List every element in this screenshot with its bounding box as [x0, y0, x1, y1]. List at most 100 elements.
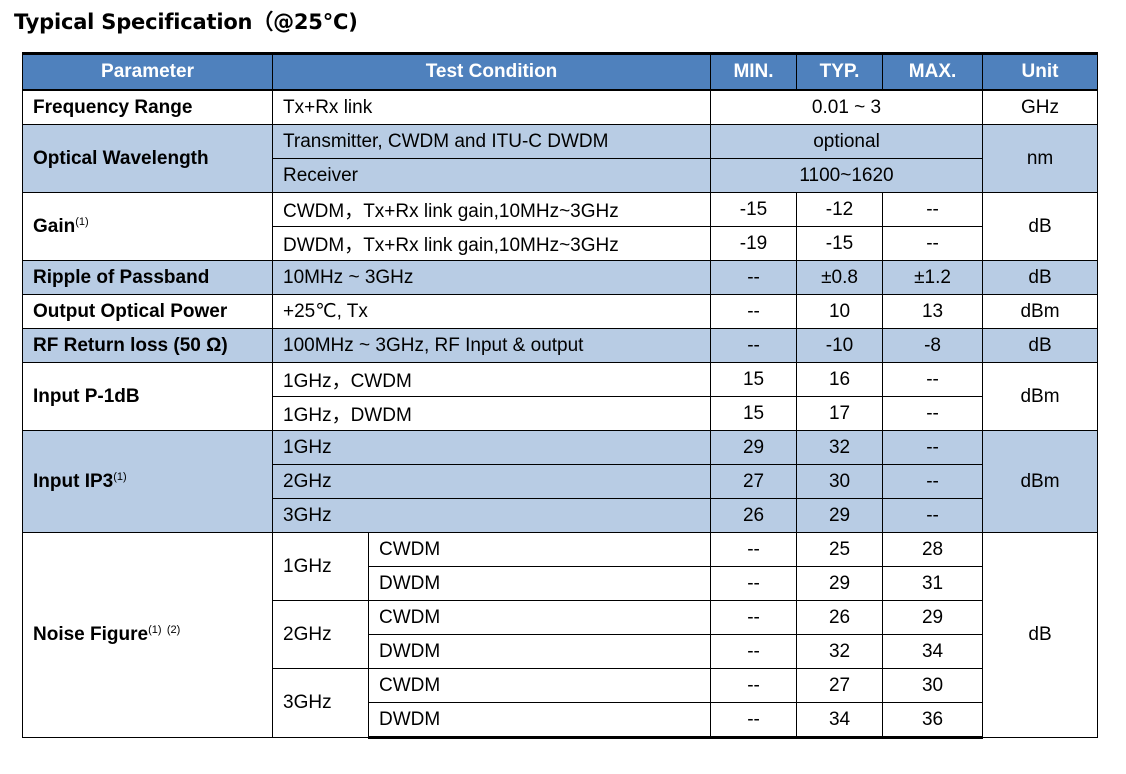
- typ-value: 30: [796, 464, 884, 499]
- footnote-ref: (1): [113, 470, 127, 483]
- header-test-condition: Test Condition: [271, 52, 712, 91]
- header-parameter: Parameter: [22, 52, 273, 91]
- max-value: 13: [882, 294, 984, 329]
- nf-type: DWDM: [367, 634, 712, 669]
- table-row: 1GHz，DWDM 15 17 --: [23, 396, 1098, 431]
- table-row: DWDM -- 29 31: [23, 566, 1098, 601]
- typ-value: 34: [796, 702, 884, 739]
- param-input-p1db: Input P-1dB: [22, 362, 273, 431]
- typ-value: 25: [796, 532, 884, 567]
- typ-value: 32: [796, 634, 884, 669]
- max-value: --: [882, 362, 984, 397]
- cond-ip3-1ghz: 1GHz: [271, 430, 712, 465]
- table-row: DWDM，Tx+Rx link gain,10MHz~3GHz -19 -15 …: [23, 226, 1098, 261]
- min-value: --: [710, 668, 798, 703]
- cond-transmitter: Transmitter, CWDM and ITU-C DWDM: [271, 124, 712, 159]
- param-gain-label: Gain: [33, 215, 76, 237]
- cond-ip3-3ghz: 3GHz: [271, 498, 712, 533]
- nf-freq-3ghz: 3GHz: [272, 668, 369, 738]
- footnote-ref: (1): [148, 624, 162, 636]
- unit-ip3: dBm: [982, 430, 1099, 533]
- param-ripple: Ripple of Passband: [22, 260, 273, 295]
- nf-freq-2ghz: 2GHz: [272, 600, 369, 669]
- cond-return-loss: 100MHz ~ 3GHz, RF Input & output: [271, 328, 712, 363]
- max-value: --: [882, 226, 984, 261]
- max-value: 30: [882, 668, 984, 703]
- typ-value: -10: [796, 328, 884, 363]
- cond-frequency-range: Tx+Rx link: [271, 89, 712, 125]
- cond-gain-dwdm: DWDM，Tx+Rx link gain,10MHz~3GHz: [271, 226, 712, 261]
- typ-value: 29: [796, 566, 884, 601]
- table-row: Optical Wavelength Transmitter, CWDM and…: [22, 124, 1099, 193]
- typ-value: 10: [796, 294, 884, 329]
- value-frequency-range: 0.01 ~ 3: [710, 89, 984, 125]
- nf-freq-1ghz: 1GHz: [272, 532, 369, 601]
- max-value: --: [882, 464, 984, 499]
- value-transmitter: optional: [710, 124, 984, 159]
- nf-type: CWDM: [367, 668, 712, 703]
- header-typ: TYP.: [796, 52, 884, 91]
- header-min: MIN.: [710, 52, 798, 91]
- min-value: 27: [710, 464, 798, 499]
- specification-table: Parameter Test Condition MIN. TYP. MAX. …: [22, 52, 1099, 739]
- min-value: 15: [710, 362, 798, 397]
- min-value: --: [710, 634, 798, 669]
- footnote-ref: (2): [166, 624, 181, 636]
- table-row: 3GHz CWDM -- 27 30: [23, 668, 1098, 738]
- max-value: -8: [882, 328, 984, 363]
- nf-type: CWDM: [367, 600, 712, 635]
- footnote-ref: (1): [75, 215, 89, 228]
- min-value: 26: [710, 498, 798, 533]
- typ-value: 16: [796, 362, 884, 397]
- table-row: Input P-1dB 1GHz，CWDM 15 16 -- dBm: [22, 362, 1099, 431]
- header-max: MAX.: [882, 52, 984, 91]
- max-value: 31: [882, 566, 984, 601]
- unit-noise-figure: dB: [982, 532, 1099, 738]
- min-value: --: [710, 566, 798, 601]
- max-value: --: [882, 396, 984, 431]
- table-row: DWDM -- 34 36: [23, 702, 1098, 739]
- table-row: Noise Figure(1) (2) 1GHz CWDM -- 25 28 d…: [22, 532, 1099, 738]
- cond-receiver: Receiver: [271, 158, 712, 193]
- page-title: Typical Specification（@25°C): [14, 10, 358, 34]
- typ-value: -15: [796, 226, 884, 261]
- min-value: --: [710, 294, 798, 329]
- param-input-ip3: Input IP3(1): [22, 430, 273, 533]
- min-value: --: [710, 600, 798, 635]
- header-unit: Unit: [982, 52, 1099, 91]
- table-row: Ripple of Passband 10MHz ~ 3GHz -- ±0.8 …: [22, 260, 1099, 295]
- unit-ripple: dB: [982, 260, 1099, 295]
- min-value: --: [710, 532, 798, 567]
- min-value: -15: [710, 192, 798, 227]
- min-value: --: [710, 260, 798, 295]
- unit-frequency-range: GHz: [982, 89, 1099, 125]
- table-row: Frequency Range Tx+Rx link 0.01 ~ 3 GHz: [22, 89, 1099, 125]
- nf-type: DWDM: [367, 566, 712, 601]
- cond-p1db-cwdm: 1GHz，CWDM: [271, 362, 712, 397]
- typ-value: 32: [796, 430, 884, 465]
- typ-value: 17: [796, 396, 884, 431]
- param-ip3-label: Input IP3: [33, 470, 114, 492]
- table-row: RF Return loss (50 Ω) 100MHz ~ 3GHz, RF …: [22, 328, 1099, 363]
- typ-value: -12: [796, 192, 884, 227]
- max-value: 28: [882, 532, 984, 567]
- cond-p1db-dwdm: 1GHz，DWDM: [271, 396, 712, 431]
- unit-return-loss: dB: [982, 328, 1099, 363]
- cond-gain-cwdm: CWDM，Tx+Rx link gain,10MHz~3GHz: [271, 192, 712, 227]
- min-value: 29: [710, 430, 798, 465]
- param-output-power: Output Optical Power: [22, 294, 273, 329]
- unit-gain: dB: [982, 192, 1099, 261]
- unit-p1db: dBm: [982, 362, 1099, 431]
- min-value: -19: [710, 226, 798, 261]
- nf-type: CWDM: [367, 532, 712, 567]
- value-receiver: 1100~1620: [710, 158, 984, 193]
- max-value: --: [882, 430, 984, 465]
- table-row: Gain(1) CWDM，Tx+Rx link gain,10MHz~3GHz …: [22, 192, 1099, 261]
- max-value: 36: [882, 702, 984, 739]
- typ-value: ±0.8: [796, 260, 884, 295]
- max-value: ±1.2: [882, 260, 984, 295]
- typ-value: 26: [796, 600, 884, 635]
- param-gain: Gain(1): [22, 192, 273, 261]
- table-row: Input IP3(1) 1GHz 29 32 -- dBm: [22, 430, 1099, 533]
- max-value: --: [882, 192, 984, 227]
